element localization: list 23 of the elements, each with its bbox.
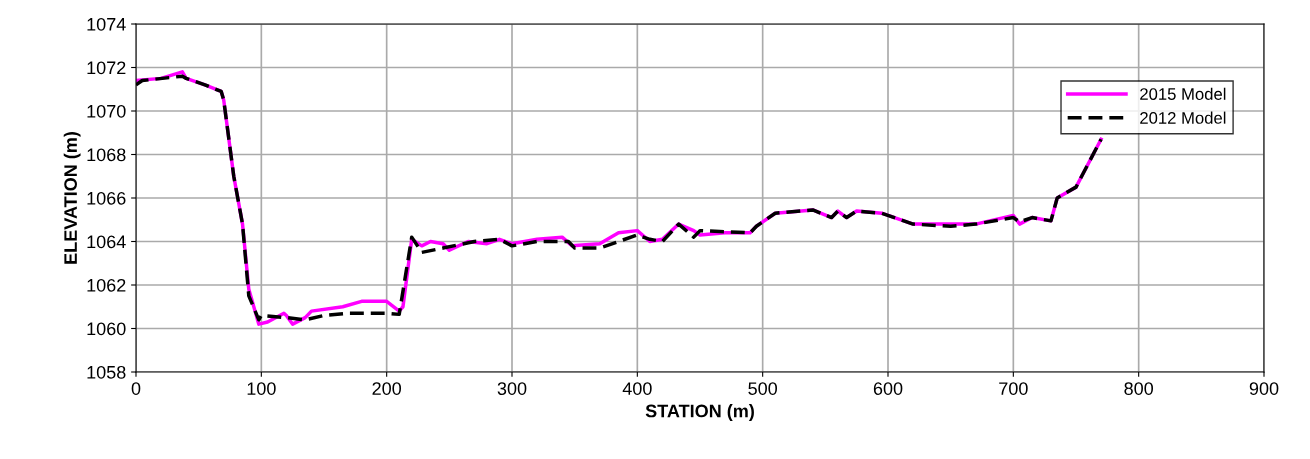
x-tick-label: 900	[1249, 382, 1279, 395]
y-tick-label: 1070	[87, 104, 126, 118]
x-tick-label: 400	[622, 382, 652, 395]
y-tick-label: 1064	[87, 235, 126, 249]
y-tick-label: 1058	[87, 365, 126, 379]
x-tick-label: 100	[247, 382, 276, 395]
y-axis-title: ELEVATION (m)	[63, 132, 81, 264]
x-tick-label: 500	[748, 382, 778, 395]
x-tick-label: 300	[497, 382, 527, 395]
x-tick-label: 800	[1124, 382, 1154, 395]
x-axis-title: STATION (m)	[645, 404, 754, 421]
x-tick-label: 200	[372, 382, 402, 395]
y-tick-label: 1066	[87, 191, 126, 205]
x-tick-label: 0	[131, 382, 141, 395]
y-tick-label: 1074	[87, 17, 126, 31]
y-tick-label: 1068	[87, 148, 126, 162]
x-tick-label: 600	[873, 382, 903, 395]
x-tick-label: 700	[999, 382, 1028, 395]
legend-label: 2015 Model	[1140, 87, 1226, 100]
y-tick-label: 1060	[87, 322, 126, 336]
legend-label: 2012 Model	[1140, 111, 1226, 124]
y-tick-label: 1072	[87, 61, 126, 75]
y-tick-label: 1062	[87, 278, 126, 292]
